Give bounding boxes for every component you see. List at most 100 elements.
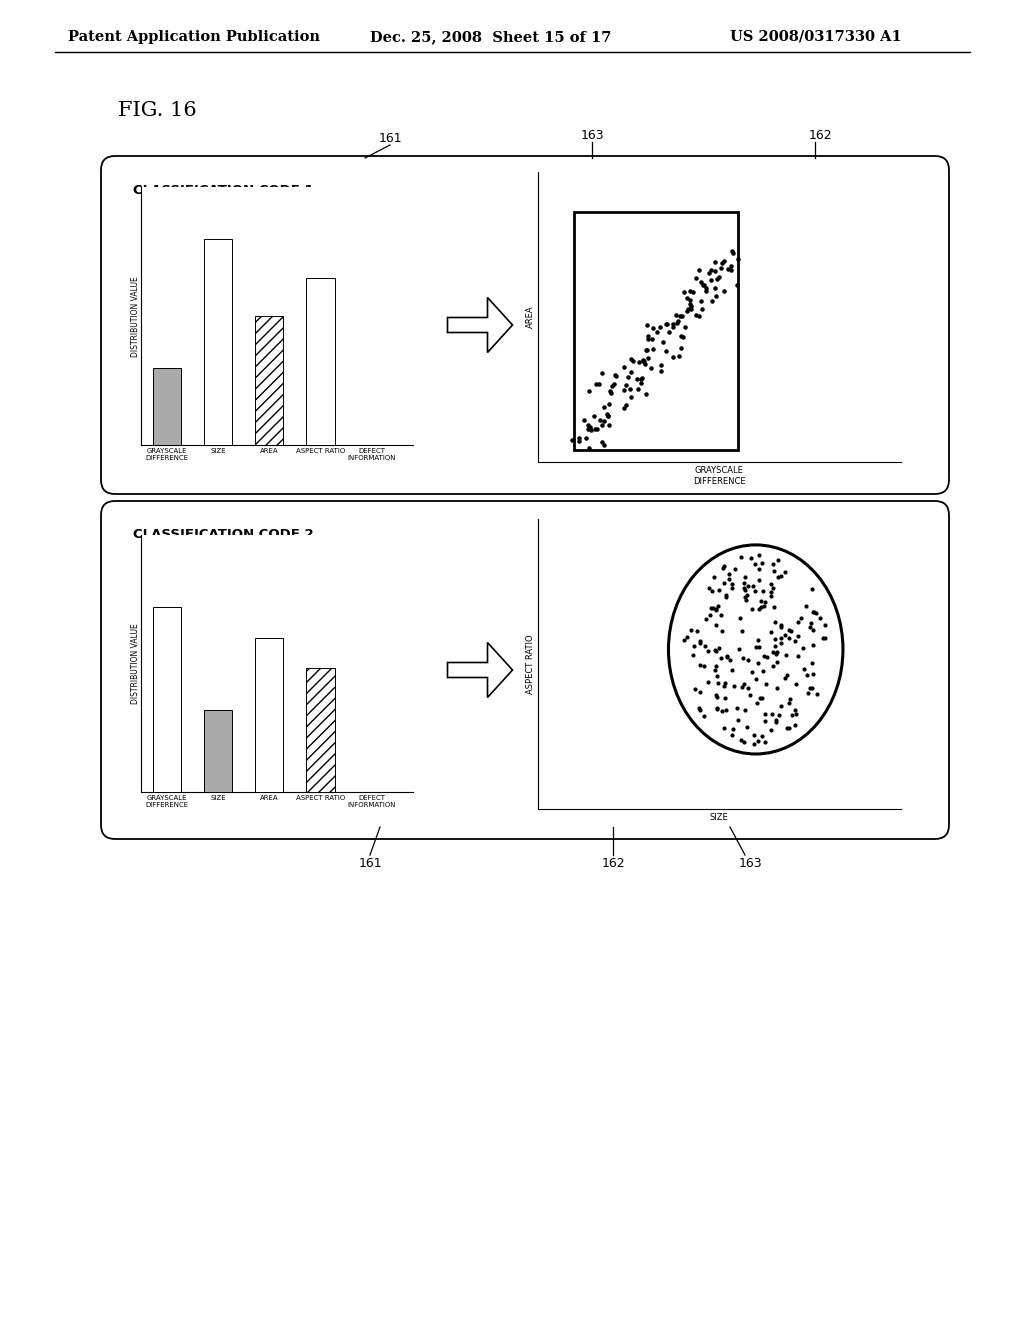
Point [713, 605, 729, 626]
Point [725, 242, 741, 263]
Point [770, 566, 786, 587]
Point [645, 318, 662, 339]
Point [749, 692, 765, 713]
Point [772, 628, 788, 649]
Point [615, 379, 632, 400]
Point [763, 573, 779, 594]
Point [669, 312, 685, 333]
Point [817, 615, 834, 636]
Point [697, 280, 714, 301]
Bar [204, 710, 232, 792]
Bar [306, 668, 335, 792]
Point [786, 700, 803, 721]
FancyBboxPatch shape [101, 156, 949, 494]
Point [696, 275, 713, 296]
Point [795, 638, 811, 659]
Text: 162: 162 [808, 129, 831, 143]
Point [717, 673, 733, 694]
Point [780, 619, 797, 640]
Point [654, 331, 671, 352]
Point [804, 677, 820, 698]
Point [723, 259, 739, 280]
Point [787, 673, 804, 694]
Point [682, 619, 698, 640]
Point [709, 614, 725, 635]
Point [767, 636, 783, 657]
Point [721, 649, 737, 671]
Point [751, 599, 767, 620]
Point [757, 645, 773, 667]
Point [759, 647, 775, 668]
Point [635, 350, 651, 371]
Point [693, 272, 710, 293]
Point [778, 644, 795, 665]
Point [580, 418, 596, 440]
Point [603, 383, 620, 404]
Point [751, 636, 767, 657]
Point [791, 626, 807, 647]
Point [709, 698, 725, 719]
Point [744, 576, 761, 597]
Point [637, 354, 653, 375]
Point [596, 411, 612, 432]
Point [716, 281, 732, 302]
Point [657, 313, 674, 334]
Point [767, 611, 783, 632]
Point [676, 281, 692, 302]
Point [601, 414, 617, 436]
Point [750, 731, 766, 752]
Point [767, 628, 783, 649]
Point [602, 381, 618, 403]
Point [772, 632, 788, 653]
Point [782, 620, 799, 642]
Point [622, 378, 638, 399]
Point [719, 645, 735, 667]
Point [768, 710, 784, 731]
Point [709, 697, 725, 718]
Point [786, 630, 803, 651]
Point [778, 664, 795, 685]
Point [716, 573, 732, 594]
Point [718, 586, 734, 607]
Point [687, 268, 703, 289]
Bar [153, 367, 181, 445]
Point [629, 368, 645, 389]
Point [763, 581, 779, 602]
Point [665, 346, 681, 367]
Point [734, 620, 751, 642]
Point [743, 548, 760, 569]
Point [631, 351, 647, 372]
Point [701, 263, 718, 284]
Point [739, 649, 756, 671]
Point [716, 718, 732, 739]
Point [753, 591, 769, 612]
Point [581, 380, 597, 401]
Point [711, 267, 727, 288]
Point [765, 642, 781, 663]
Point [702, 605, 719, 626]
Point [748, 636, 764, 657]
Point [682, 293, 698, 314]
Point [781, 689, 798, 710]
Point [718, 700, 734, 721]
Point [730, 709, 746, 730]
Point [700, 578, 717, 599]
Point [716, 676, 732, 697]
Point [679, 300, 695, 321]
Point [721, 564, 737, 585]
Point [798, 595, 814, 616]
Point [765, 577, 781, 598]
Point [589, 418, 605, 440]
Point [808, 603, 824, 624]
Text: 163: 163 [581, 129, 604, 143]
Point [694, 275, 711, 296]
Point [788, 704, 805, 725]
Point [703, 290, 720, 312]
Point [734, 676, 751, 697]
Point [781, 718, 798, 739]
Point [640, 347, 656, 368]
Bar [573, 213, 737, 450]
Point [757, 591, 773, 612]
Point [691, 681, 708, 702]
Point [615, 397, 632, 418]
